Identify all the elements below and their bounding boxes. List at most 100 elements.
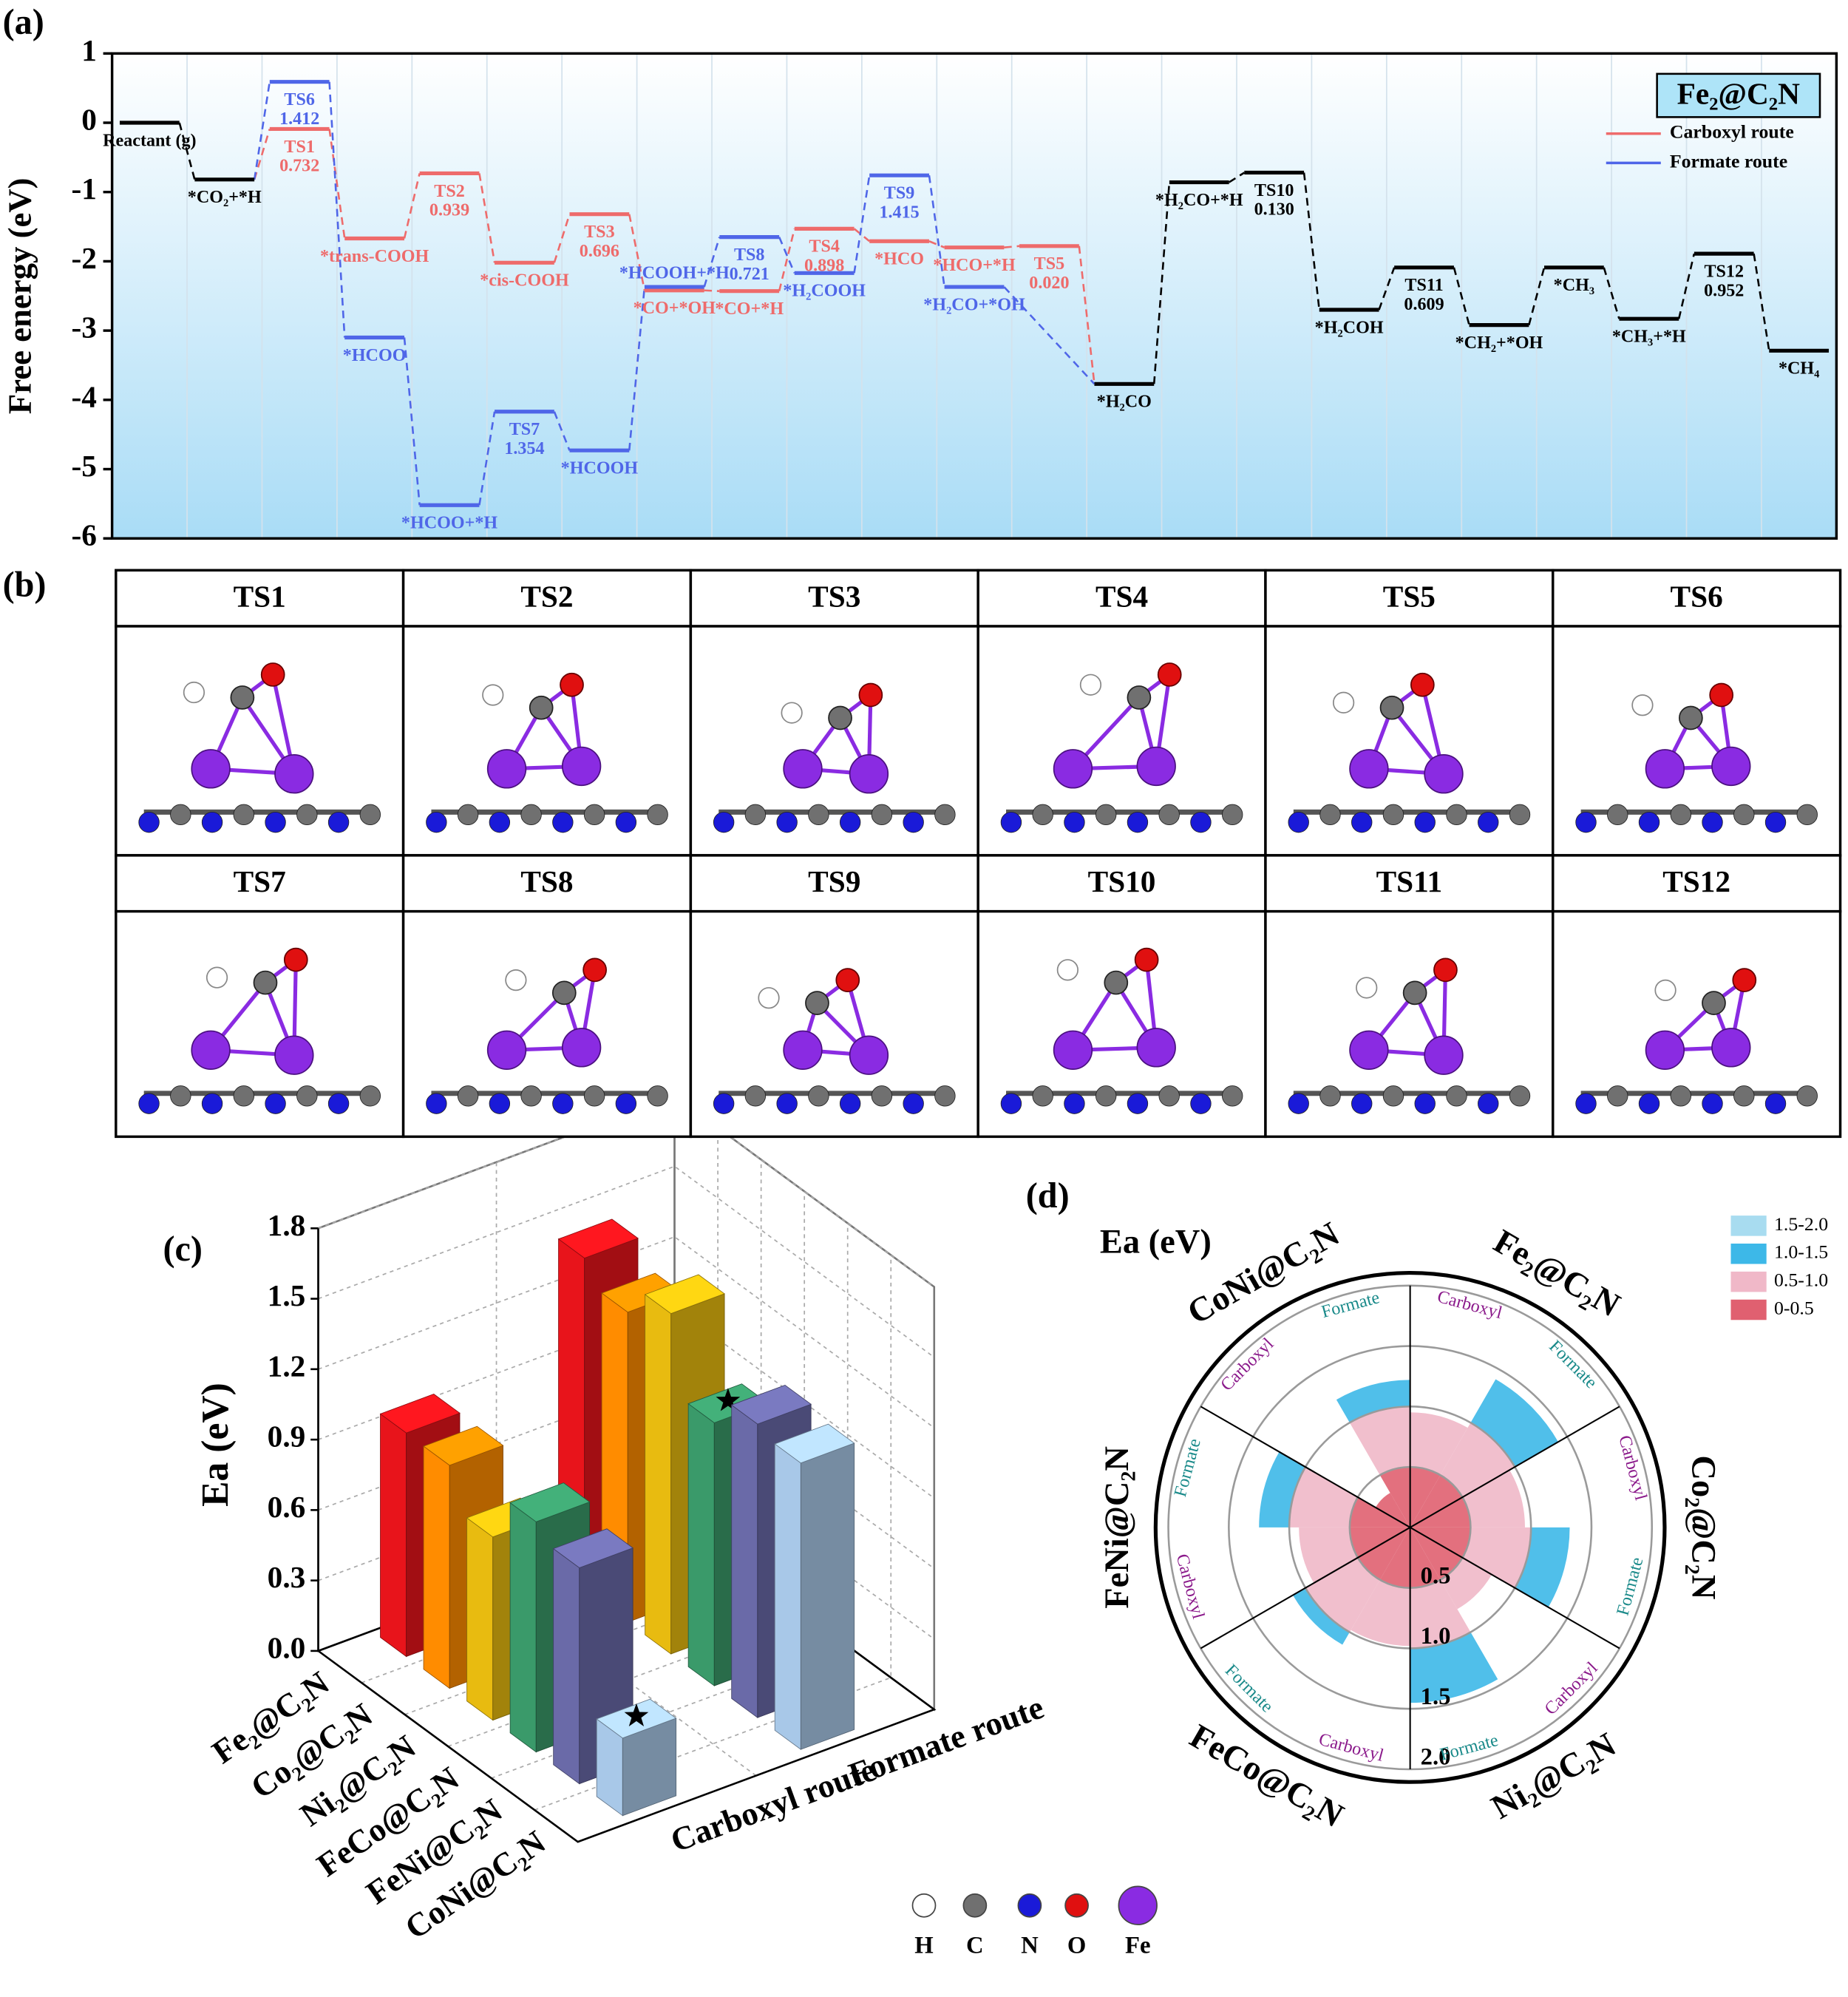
connector <box>778 228 796 292</box>
atom <box>1032 1085 1053 1107</box>
step-label: *HCOO <box>343 346 407 365</box>
atom <box>1575 811 1597 833</box>
atom <box>283 947 308 972</box>
atom <box>1796 804 1818 826</box>
atom <box>903 1093 924 1114</box>
y-tick-label: -2 <box>72 241 97 275</box>
atom <box>233 1085 255 1107</box>
atom <box>183 681 205 704</box>
structure-cell <box>401 625 693 857</box>
atom <box>1424 1035 1464 1075</box>
step-label: *H₂CO+*H <box>1155 191 1243 210</box>
atom <box>776 1093 798 1114</box>
atom <box>560 672 584 697</box>
structure-cell <box>1552 909 1842 1139</box>
atom <box>1349 749 1389 789</box>
structure-label: TS8 <box>520 864 573 898</box>
category-label: FeNi@C₂N <box>1098 1446 1136 1609</box>
atom <box>253 970 278 995</box>
step-label: *CO₂+*H <box>188 188 262 207</box>
atom <box>871 804 893 826</box>
plot-background <box>112 53 1837 539</box>
y-tick-label: -5 <box>72 449 97 483</box>
atom <box>1053 1030 1093 1070</box>
atom <box>1356 977 1378 999</box>
atom <box>808 1085 829 1107</box>
connector <box>1753 253 1770 351</box>
connector <box>1378 267 1396 311</box>
atom <box>1095 804 1117 826</box>
structure-cell <box>115 625 405 857</box>
connector <box>1228 172 1246 183</box>
category-label: Co₂@C₂N <box>1684 1455 1722 1599</box>
atom <box>615 1093 637 1114</box>
bar-front <box>645 1293 672 1655</box>
atom <box>265 1093 286 1114</box>
atom <box>713 811 735 833</box>
connector <box>853 175 871 274</box>
atom <box>582 957 607 983</box>
radial-divider <box>1410 1527 1620 1650</box>
panel-label: (a) <box>3 2 44 41</box>
atom <box>457 804 479 826</box>
radial-bar <box>1349 1497 1410 1528</box>
connector <box>1453 267 1470 325</box>
panel-label: (d) <box>1026 1176 1070 1216</box>
radial-bar <box>1410 1467 1441 1528</box>
radial-bar <box>1440 1423 1515 1498</box>
y-tick-label: -4 <box>72 379 97 413</box>
structure-header <box>115 569 405 628</box>
step-label: *HCOOH+*H <box>619 263 730 282</box>
radial-bar <box>1299 1527 1358 1584</box>
atom <box>274 1035 314 1075</box>
legend-title-box <box>1656 72 1821 118</box>
connector <box>478 173 496 263</box>
atom <box>265 811 286 833</box>
barrier-label: 0.721 <box>730 265 770 284</box>
bar-top <box>644 1274 725 1315</box>
legend-label: 0.5-1.0 <box>1774 1269 1828 1291</box>
step-label: *H₂COH <box>1315 318 1384 337</box>
step-label: TS10 <box>1254 181 1294 200</box>
atom <box>583 804 605 826</box>
barrier-label: 0.696 <box>580 242 619 261</box>
atom <box>138 811 160 833</box>
y-axis-title: Ea (eV) <box>194 1383 237 1507</box>
atom <box>839 1093 861 1114</box>
bar-top <box>730 1384 812 1425</box>
atom-legend-label: O <box>1067 1933 1086 1959</box>
atom <box>1382 804 1404 826</box>
atom <box>1000 811 1022 833</box>
atom-legend-label: H <box>914 1933 933 1959</box>
bar-side <box>800 1442 855 1750</box>
atom-legend-marker <box>1017 1893 1042 1918</box>
legend-swatch <box>1730 1243 1767 1264</box>
radial-bar <box>1351 1579 1410 1647</box>
connector <box>628 214 646 291</box>
atom <box>1158 1085 1180 1107</box>
atom <box>1645 1030 1685 1070</box>
connector <box>403 337 421 506</box>
structure-cell <box>976 909 1267 1139</box>
atom-legend-label: N <box>1021 1933 1039 1959</box>
atom <box>170 804 191 826</box>
connector <box>553 214 571 263</box>
panel-label: (b) <box>3 565 47 604</box>
atom <box>1446 804 1467 826</box>
radial-bar <box>1375 1493 1410 1528</box>
atom <box>1679 705 1703 730</box>
atom <box>1709 682 1734 708</box>
step-label: *HCOOH <box>561 459 639 478</box>
atom <box>296 1085 318 1107</box>
step-label: TS11 <box>1404 276 1443 295</box>
step-label: *H₂COOH <box>783 282 866 301</box>
atom <box>1575 1093 1597 1114</box>
structure-label: TS12 <box>1662 864 1730 898</box>
connector <box>1528 267 1546 325</box>
atom <box>1764 811 1787 833</box>
step-label: TS1 <box>284 138 315 157</box>
radial-bar <box>1410 1527 1441 1588</box>
legend-label: 1.5-2.0 <box>1774 1213 1828 1235</box>
step-label: *CO+*H <box>715 299 784 319</box>
step-label: TS5 <box>1034 254 1065 274</box>
